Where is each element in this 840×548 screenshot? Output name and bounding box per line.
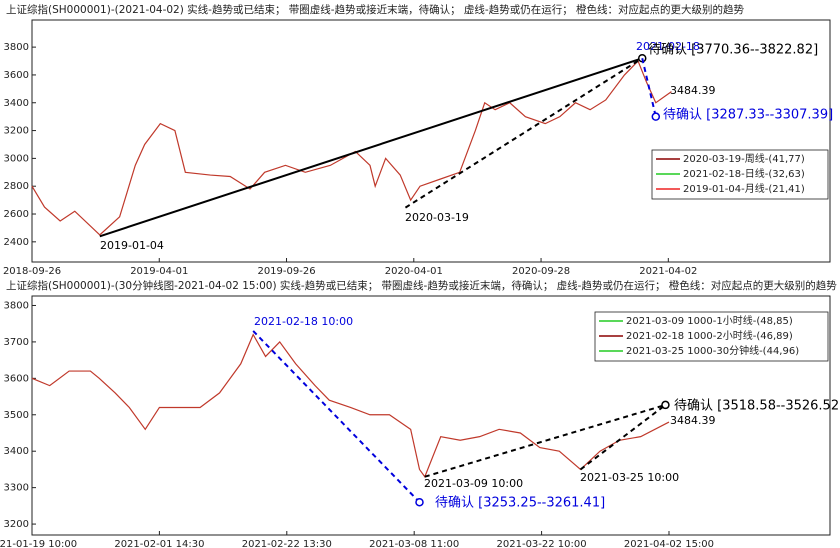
legend-label: 2021-02-18 1000-2小时线-(46,89) (626, 329, 793, 342)
annotation: 待确认 [3518.58--3526.52] (674, 399, 840, 414)
legend-label: 2019-01-04-月线-(21,41) (683, 182, 805, 195)
plot-area (31, 19, 831, 263)
legend-box (651, 149, 829, 200)
y-tick-label: 3500 (4, 410, 29, 421)
y-tick-label: 2600 (4, 209, 29, 220)
x-tick-label: 2019-04-01 (130, 266, 188, 277)
x-tick-label: 2021-02-01 14:30 (114, 539, 204, 548)
x-tick-label: 2021-03-08 11:00 (369, 539, 459, 548)
x-tick-label: 2018-09-26 (3, 266, 61, 277)
y-tick-label: 2400 (4, 237, 29, 248)
trend-line (99, 57, 643, 238)
x-tick-label: 2020-04-01 (385, 266, 443, 277)
x-tick-label: 2020-09-28 (512, 266, 570, 277)
y-tick-label: 3800 (4, 300, 29, 311)
annotation: 2019-01-04 (100, 239, 164, 252)
y-tick-label: 3800 (4, 42, 29, 53)
legend-label: 2021-02-18-日线-(32,63) (683, 167, 805, 180)
confirm-circle (415, 497, 424, 507)
annotation: 2021-02-18 10:00 (254, 315, 353, 328)
legend-box (594, 311, 829, 362)
y-tick-label: 3300 (4, 483, 29, 494)
y-tick-label: 3700 (4, 337, 29, 348)
price-line (31, 59, 672, 236)
x-tick-label: 2021-01-19 10:00 (0, 539, 77, 548)
annotation: 2021-02-18 (636, 40, 700, 53)
confirm-circle (651, 112, 661, 121)
trend-line (641, 58, 657, 117)
trend-line (424, 403, 666, 478)
x-tick-label: 2021-02-22 13:30 (242, 539, 332, 548)
trend-line (252, 330, 421, 503)
y-tick-label: 3200 (4, 519, 29, 530)
legend-label: 2021-03-25 1000-30分钟线-(44,96) (626, 344, 799, 357)
price-line (31, 333, 670, 478)
legend-label: 2020-03-19-周线-(41,77) (683, 152, 805, 165)
trend-line (404, 57, 643, 209)
annotation: 3484.39 (670, 414, 716, 427)
y-tick-label: 3400 (4, 446, 29, 457)
y-tick-label: 3200 (4, 126, 29, 137)
annotation: 待确认 [3253.25--3261.41] (435, 496, 605, 511)
chart-title: 上证综指(SH000001)-(2021-04-02) 实线-趋势或已结束； 带… (6, 3, 745, 16)
x-tick-label: 2019-09-26 (257, 266, 315, 277)
y-tick-label: 3600 (4, 373, 29, 384)
annotation: 待确认 [3287.33--3307.39] (663, 108, 833, 123)
y-tick-label: 3400 (4, 98, 29, 109)
y-tick-label: 3600 (4, 70, 29, 81)
x-tick-label: 2021-03-22 10:00 (497, 539, 587, 548)
annotation: 3484.39 (670, 84, 716, 97)
annotation: 2021-03-09 10:00 (424, 477, 523, 490)
annotation: 待确认 [3770.36--3822.82] (648, 43, 818, 58)
annotation: 2020-03-19 (405, 211, 469, 224)
confirm-circle (661, 400, 670, 410)
chart-title: 上证综指(SH000001)-(30分钟线图-2021-04-02 15:00)… (6, 279, 837, 292)
x-tick-label: 2021-04-02 15:00 (624, 539, 714, 548)
annotation: 2021-03-25 10:00 (580, 471, 679, 484)
legend-label: 2021-03-09 1000-1小时线-(48,85) (626, 314, 793, 327)
x-tick-label: 2021-04-02 (639, 266, 697, 277)
y-tick-label: 2800 (4, 181, 29, 192)
y-tick-label: 3000 (4, 153, 29, 164)
